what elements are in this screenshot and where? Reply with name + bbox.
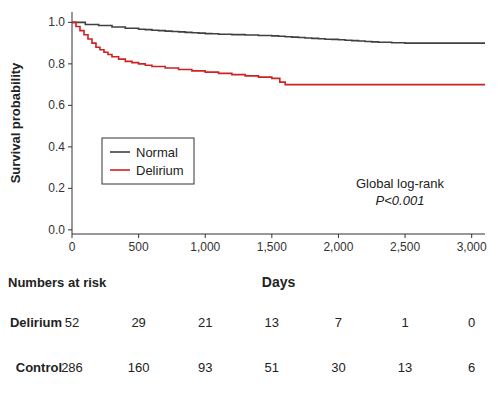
series-group <box>72 22 485 84</box>
x-tick-label: 1,000 <box>190 240 220 254</box>
legend-swatch <box>110 151 130 153</box>
risk-number: 51 <box>265 360 279 375</box>
risk-number: 286 <box>61 360 83 375</box>
x-tick-label: 0 <box>69 240 76 254</box>
survival-curve <box>72 22 485 43</box>
risk-table: Numbers at risk Delirium52 29 21 13 7 1 0 Contro… <box>8 275 475 375</box>
risk-row-label: Delirium <box>10 315 62 330</box>
risk-number: 1 <box>401 315 408 330</box>
y-tick <box>68 63 72 64</box>
y-axis-line <box>72 12 73 234</box>
risk-number: 29 <box>131 315 145 330</box>
annotations: Global log-rank P<0.001 <box>356 176 445 208</box>
y-axis-label: Survival probability <box>8 62 23 183</box>
risk-number: 7 <box>335 315 342 330</box>
annotation: P<0.001 <box>376 193 425 208</box>
x-tick-label: 500 <box>129 240 149 254</box>
y-tick <box>68 105 72 106</box>
axes: 0 500 1,000 1,500 2,000 2,500 3,000 0.0 0.2 0.4 0.… <box>48 12 487 254</box>
risk-number: 93 <box>198 360 212 375</box>
y-tick <box>68 188 72 189</box>
survival-curve <box>72 22 485 84</box>
x-tick <box>72 234 73 238</box>
risk-number: 52 <box>65 315 79 330</box>
annotation: Global log-rank <box>356 176 445 191</box>
x-tick <box>271 234 272 238</box>
risk-row-label: Control <box>16 360 62 375</box>
risk-table-title: Numbers at risk <box>8 275 107 290</box>
chart: 0 500 1,000 1,500 2,000 2,500 3,000 0.0 0.2 0.4 0.… <box>0 0 500 404</box>
legend-box <box>102 138 194 184</box>
x-tick-label: 1,500 <box>257 240 287 254</box>
y-tick-label: 0.2 <box>48 181 65 195</box>
y-tick <box>68 229 72 230</box>
y-tick-label: 1.0 <box>48 15 65 29</box>
y-tick-label: 0.8 <box>48 57 65 71</box>
x-tick <box>405 234 406 238</box>
x-axis-label: Days <box>262 274 296 290</box>
risk-number: 21 <box>198 315 212 330</box>
legend-entry: Normal <box>136 145 178 160</box>
x-tick <box>338 234 339 238</box>
risk-number: 160 <box>128 360 150 375</box>
x-tick-label: 2,000 <box>323 240 353 254</box>
legend: Normal Delirium <box>102 138 194 184</box>
risk-number: 6 <box>468 360 475 375</box>
legend-swatch <box>110 169 130 171</box>
risk-number: 13 <box>265 315 279 330</box>
x-tick <box>471 234 472 238</box>
x-tick <box>138 234 139 238</box>
y-tick <box>68 22 72 23</box>
x-tick <box>205 234 206 238</box>
x-axis-line <box>72 234 485 235</box>
y-tick-label: 0.6 <box>48 98 65 112</box>
y-tick-label: 0.0 <box>48 223 65 237</box>
x-tick-label: 2,500 <box>390 240 420 254</box>
y-tick <box>68 146 72 147</box>
y-tick-label: 0.4 <box>48 140 65 154</box>
risk-number: 13 <box>398 360 412 375</box>
risk-number: 30 <box>331 360 345 375</box>
legend-entry: Delirium <box>136 163 184 178</box>
risk-number: 0 <box>468 315 475 330</box>
x-tick-label: 3,000 <box>457 240 487 254</box>
